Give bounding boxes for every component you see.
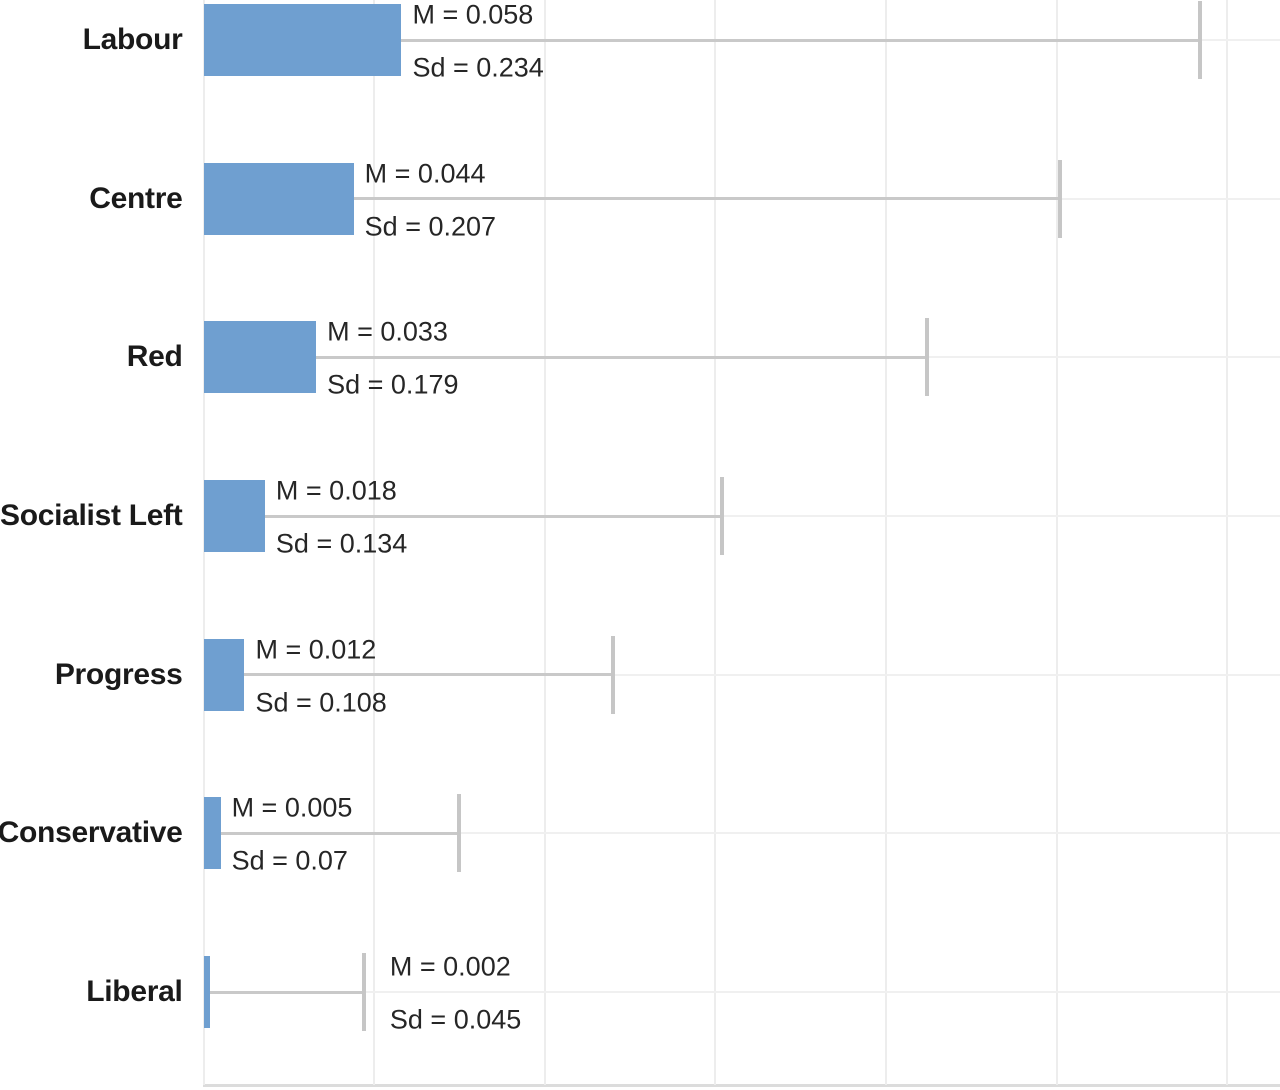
y-gridline (203, 673, 1280, 676)
sd-label: Sd = 0.07 (231, 845, 348, 876)
mean-label: M = 0.002 (389, 951, 511, 982)
mean-label: M = 0.018 (275, 475, 397, 506)
x-gridline (1055, 0, 1058, 1085)
sd-label: Sd = 0.234 (412, 52, 544, 83)
y-gridline (203, 991, 1280, 994)
bar (203, 797, 221, 870)
error-bar-line (401, 38, 1201, 42)
category-label: Red (126, 340, 183, 374)
mean-label: M = 0.044 (364, 158, 486, 189)
category-label: Centre (89, 181, 183, 215)
sd-label: Sd = 0.179 (327, 369, 459, 400)
error-bar-cap (925, 318, 930, 397)
error-bar-cap (1198, 1, 1203, 79)
bar (203, 956, 211, 1029)
category-label: Labour (82, 23, 183, 56)
category-label: Progress (54, 657, 183, 691)
error-bar-line (220, 831, 460, 835)
error-bar-line (244, 673, 614, 677)
bar (203, 321, 317, 394)
mean-label: M = 0.033 (327, 316, 448, 347)
category-label: Socialist Left (0, 499, 183, 532)
x-gridline (373, 0, 376, 1085)
x-gridline (714, 0, 717, 1085)
y-gridline (203, 515, 1280, 517)
error-bar-cap (457, 794, 462, 873)
error-bar-line (264, 514, 723, 518)
mean-label: M = 0.005 (231, 792, 353, 823)
category-label: Liberal (86, 975, 183, 1009)
mean-label: M = 0.058 (412, 0, 534, 30)
mean-label: M = 0.012 (255, 634, 377, 665)
bar (203, 162, 354, 235)
error-bar-cap (1058, 159, 1063, 238)
category-label: Conservative (0, 816, 183, 850)
sd-label: Sd = 0.134 (275, 528, 408, 559)
sd-label: Sd = 0.045 (389, 1004, 522, 1035)
bar (203, 638, 245, 711)
error-bar-line (210, 990, 364, 994)
bar (203, 4, 402, 76)
error-bar-line (353, 197, 1061, 201)
error-bar-cap (361, 953, 366, 1032)
x-gridline (543, 0, 546, 1085)
x-axis-line (203, 1084, 1280, 1087)
sd-label: Sd = 0.108 (255, 687, 387, 718)
x-gridline (885, 0, 888, 1085)
y-gridline (203, 832, 1280, 835)
sd-label: Sd = 0.207 (364, 211, 497, 242)
error-bar-line (316, 355, 928, 359)
x-gridline (1226, 0, 1229, 1085)
bar (203, 480, 265, 552)
error-bar-cap (611, 635, 616, 714)
error-bar-cap (720, 477, 725, 555)
